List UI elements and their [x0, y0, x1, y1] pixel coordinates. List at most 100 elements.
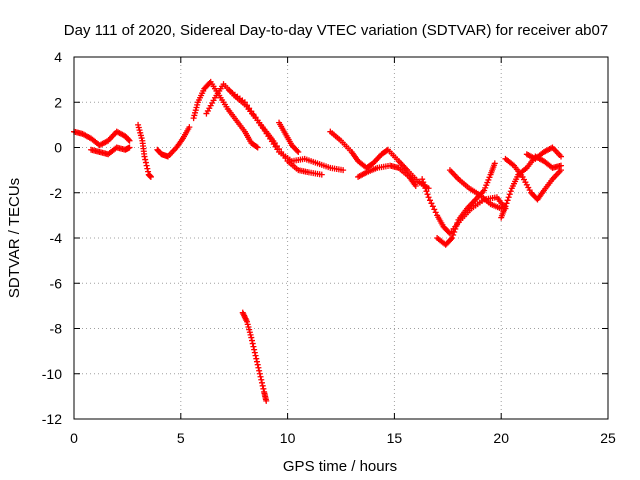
- data-point: [558, 167, 565, 174]
- data-point: [254, 361, 261, 368]
- y-tick-label: 0: [54, 140, 62, 156]
- track-4: [154, 124, 193, 160]
- track-7: [226, 87, 347, 174]
- data-point: [142, 156, 149, 163]
- data-point: [422, 185, 429, 192]
- data-point: [425, 194, 432, 201]
- data-point: [255, 364, 262, 371]
- track-16: [523, 144, 565, 162]
- data-point: [506, 191, 513, 198]
- track-1: [71, 128, 133, 149]
- data-point: [449, 235, 456, 241]
- data-point: [125, 136, 132, 143]
- track-17: [239, 309, 270, 404]
- y-tick-label: -2: [50, 185, 63, 201]
- data-point: [420, 179, 427, 186]
- y-tick-label: -4: [50, 230, 63, 246]
- data-point: [252, 352, 259, 359]
- y-tick-label: -10: [42, 366, 62, 382]
- data-point: [147, 173, 154, 180]
- data-point: [503, 200, 510, 207]
- data-point: [253, 143, 260, 150]
- data-point: [260, 385, 267, 392]
- track-9: [327, 128, 432, 192]
- data-point: [263, 397, 270, 404]
- track-3: [135, 121, 154, 180]
- data-point: [452, 225, 459, 232]
- data-point: [145, 168, 152, 175]
- track-12: [434, 160, 498, 248]
- x-tick-label: 10: [280, 430, 296, 446]
- track-15: [502, 155, 565, 203]
- data-point: [249, 337, 255, 344]
- y-tick-label: -12: [42, 411, 62, 427]
- data-point: [259, 382, 266, 389]
- data-point: [126, 144, 133, 151]
- x-axis-label: GPS time / hours: [283, 458, 397, 475]
- data-point: [421, 182, 428, 189]
- grid-lines: [74, 57, 608, 419]
- data-point: [251, 346, 258, 353]
- y-axis-label: SDTVAR / TECUs: [6, 178, 23, 298]
- data-point: [383, 147, 390, 154]
- data-point: [241, 99, 248, 106]
- data-point: [454, 219, 461, 226]
- track-14: [498, 153, 565, 221]
- data-point: [248, 108, 255, 115]
- data-point: [432, 209, 439, 216]
- data-point: [507, 188, 514, 195]
- data-point: [250, 343, 257, 350]
- chart-title: Day 111 of 2020, Sidereal Day-to-day VTE…: [64, 22, 608, 39]
- data-point: [249, 340, 256, 347]
- data-point: [412, 182, 419, 189]
- data-point: [558, 153, 565, 160]
- data-point: [250, 111, 257, 118]
- data-point: [502, 203, 509, 210]
- x-tick-label: 20: [493, 430, 509, 446]
- y-tick-label: -6: [50, 275, 63, 291]
- data-point: [252, 114, 259, 121]
- x-tick-label: 25: [600, 430, 616, 446]
- y-tick-label: 2: [54, 94, 62, 110]
- data-point: [246, 105, 253, 112]
- axis-ticks: 0 5 10 15 20 25 -12 -10 -8 -6 -4 -2 0 2 4: [42, 49, 616, 446]
- x-tick-label: 5: [177, 430, 185, 446]
- data-point: [450, 231, 457, 238]
- data-point: [257, 373, 264, 380]
- data-point: [491, 160, 498, 167]
- data-point: [423, 188, 430, 195]
- data-point: [295, 149, 302, 156]
- data-point: [445, 229, 452, 236]
- data-point: [253, 358, 260, 365]
- data-point: [244, 102, 251, 109]
- track-10: [355, 162, 419, 189]
- track-5: [190, 78, 261, 151]
- data-point: [424, 191, 431, 198]
- data-point: [141, 153, 148, 160]
- y-tick-label: 4: [54, 49, 62, 65]
- data-point: [427, 197, 433, 204]
- data-point: [248, 334, 255, 341]
- data-point: [251, 349, 258, 356]
- data-point: [258, 376, 265, 383]
- data-point: [186, 124, 193, 131]
- data-point: [419, 176, 426, 183]
- track-8: [276, 119, 302, 156]
- data-point: [126, 137, 133, 144]
- x-tick-label: 0: [70, 430, 78, 446]
- data-point: [142, 159, 149, 166]
- y-tick-label: -8: [50, 321, 63, 337]
- data-point: [448, 236, 455, 243]
- data-point: [453, 222, 460, 229]
- data-point: [340, 167, 347, 174]
- data-point: [256, 370, 263, 377]
- data-point: [429, 203, 436, 210]
- data-point: [144, 165, 151, 172]
- data-points: [71, 78, 565, 404]
- data-point: [505, 194, 512, 201]
- track-2: [88, 144, 133, 158]
- data-point: [294, 147, 301, 154]
- data-point: [254, 144, 261, 151]
- x-tick-label: 15: [387, 430, 403, 446]
- data-point: [431, 206, 438, 213]
